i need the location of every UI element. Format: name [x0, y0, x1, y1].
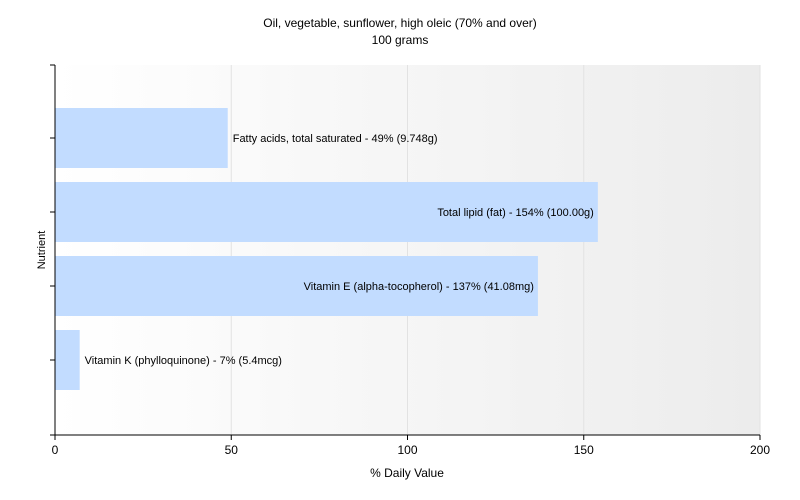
x-tick-label: 100: [397, 443, 417, 457]
x-tick-label: 0: [52, 443, 59, 457]
x-axis-label: % Daily Value: [370, 466, 444, 480]
chart-title: Oil, vegetable, sunflower, high oleic (7…: [263, 16, 537, 30]
bar-label: Total lipid (fat) - 154% (100.00g): [437, 207, 594, 219]
bars: Fatty acids, total saturated - 49% (9.74…: [55, 108, 598, 390]
bar-label: Vitamin E (alpha-tocopherol) - 137% (41.…: [304, 281, 534, 293]
x-tick-label: 50: [225, 443, 239, 457]
x-tick-label: 150: [574, 443, 594, 457]
bar: [55, 330, 80, 390]
bar: [55, 108, 228, 168]
axes: 0 50 100 150 200: [50, 64, 770, 457]
bar-label: Fatty acids, total saturated - 49% (9.74…: [233, 133, 438, 145]
gridlines: [230, 65, 761, 435]
bar: [55, 256, 538, 316]
bar: [55, 182, 598, 242]
y-axis-label: Nutrient: [36, 231, 48, 270]
chart-subtitle: 100 grams: [372, 33, 429, 47]
x-tick-label: 200: [750, 443, 770, 457]
bar-label: Vitamin K (phylloquinone) - 7% (5.4mcg): [85, 355, 282, 367]
